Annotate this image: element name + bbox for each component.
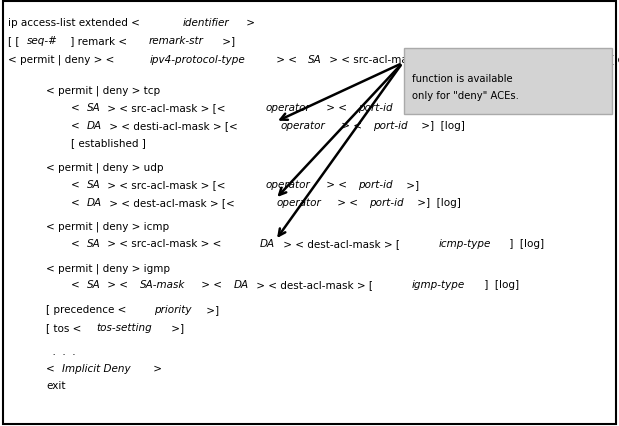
Text: only for "deny" ACEs.: only for "deny" ACEs.: [412, 90, 519, 101]
Text: > < src-acl-mask > [<: > < src-acl-mask > [<: [105, 180, 229, 190]
Text: ]  [log]: ] [log]: [506, 239, 544, 249]
Text: icmp-type: icmp-type: [439, 239, 491, 249]
Text: seq-#: seq-#: [27, 36, 58, 46]
Text: >]: >]: [403, 180, 419, 190]
Text: > < src-acl-mask > <: > < src-acl-mask > <: [326, 55, 446, 64]
Text: > < dest-acl-mask > [<: > < dest-acl-mask > [<: [106, 197, 238, 207]
Text: log: log: [539, 57, 557, 66]
Text: igmp-type: igmp-type: [412, 280, 465, 290]
Text: >: >: [243, 18, 254, 28]
Text: DA: DA: [482, 55, 496, 64]
Text: DA: DA: [260, 239, 275, 249]
Text: > <: > <: [105, 280, 132, 290]
Text: < permit | deny > tcp: < permit | deny > tcp: [46, 86, 160, 96]
Text: [ [: [ [: [8, 36, 23, 46]
Text: SA: SA: [87, 103, 100, 113]
Text: operator: operator: [266, 180, 310, 190]
Text: <: <: [46, 363, 58, 373]
Text: port-id: port-id: [373, 121, 408, 130]
Text: [ established ]: [ established ]: [71, 138, 146, 148]
Text: remark-str: remark-str: [149, 36, 204, 46]
Text: tos-setting: tos-setting: [97, 322, 152, 332]
Text: <: <: [71, 280, 83, 290]
Text: >]: >]: [202, 305, 219, 314]
Text: SA: SA: [87, 280, 100, 290]
Text: SA: SA: [87, 180, 100, 190]
Text: <: <: [71, 180, 83, 190]
Text: < permit | deny > <: < permit | deny > <: [8, 55, 118, 65]
Text: >]  [log]: >] [log]: [418, 121, 465, 130]
Text: <: <: [71, 239, 83, 249]
Text: < permit | deny > icmp: < permit | deny > icmp: [46, 221, 170, 232]
Text: port-id: port-id: [370, 197, 404, 207]
Text: > <: > <: [273, 55, 300, 64]
Text: >]: >]: [168, 322, 184, 332]
Bar: [404, 49, 612, 115]
Text: SA-mask: SA-mask: [139, 280, 185, 290]
Text: ip access-list extended <: ip access-list extended <: [8, 18, 143, 28]
Text: > < dest-acl-mask > [: > < dest-acl-mask > [: [280, 239, 403, 249]
Text: priority: priority: [154, 305, 192, 314]
Text: < permit | deny > udp: < permit | deny > udp: [46, 163, 164, 173]
Text: operator: operator: [280, 121, 325, 130]
Text: Note:: Note:: [412, 57, 443, 66]
Text: [ precedence <: [ precedence <: [46, 305, 130, 314]
Text: DA: DA: [87, 121, 102, 130]
Text: function is available: function is available: [412, 74, 513, 83]
Text: > <: > <: [198, 280, 225, 290]
Text: ]  [log]: ] [log]: [480, 280, 519, 290]
Text: <: <: [71, 121, 83, 130]
Text: port-id: port-id: [358, 103, 393, 113]
Text: > <: > <: [323, 103, 350, 113]
Text: DA: DA: [233, 280, 248, 290]
Text: > < src-acl-mask > [<: > < src-acl-mask > [<: [105, 103, 229, 113]
Text: >]: >]: [220, 36, 236, 46]
Text: Implicit Deny: Implicit Deny: [62, 363, 131, 373]
Text: > <: > <: [334, 197, 361, 207]
Text: > <dest-acl-mask> [log]: > <dest-acl-mask> [log]: [501, 55, 619, 64]
Text: port-id: port-id: [358, 180, 393, 190]
Text: > < dest-acl-mask > [: > < dest-acl-mask > [: [253, 280, 376, 290]
Text: ipv4-protocol-type: ipv4-protocol-type: [150, 55, 245, 64]
Text: operator: operator: [266, 103, 310, 113]
Text: > <: > <: [323, 180, 350, 190]
Text: > < desti-acl-mask > [<: > < desti-acl-mask > [<: [106, 121, 241, 130]
Text: >]  [log]: >] [log]: [414, 197, 461, 207]
Text: < permit | deny > igmp: < permit | deny > igmp: [46, 262, 170, 273]
Text: >]: >]: [403, 103, 419, 113]
Text: .  .  .: . . .: [46, 346, 76, 356]
Text: <: <: [71, 197, 83, 207]
Text: operator: operator: [277, 197, 321, 207]
Text: SA: SA: [87, 239, 100, 249]
Text: > < src-acl-mask > <: > < src-acl-mask > <: [105, 239, 225, 249]
Text: > <: > <: [338, 121, 365, 130]
Text: identifier: identifier: [183, 18, 229, 28]
Text: DA: DA: [87, 197, 102, 207]
Text: [ tos <: [ tos <: [46, 322, 85, 332]
Text: exit: exit: [46, 380, 66, 391]
Text: <: <: [71, 103, 83, 113]
Text: ] remark <: ] remark <: [67, 36, 130, 46]
Text: The optional: The optional: [451, 57, 519, 66]
Text: SA: SA: [308, 55, 322, 64]
Text: >: >: [150, 363, 162, 373]
